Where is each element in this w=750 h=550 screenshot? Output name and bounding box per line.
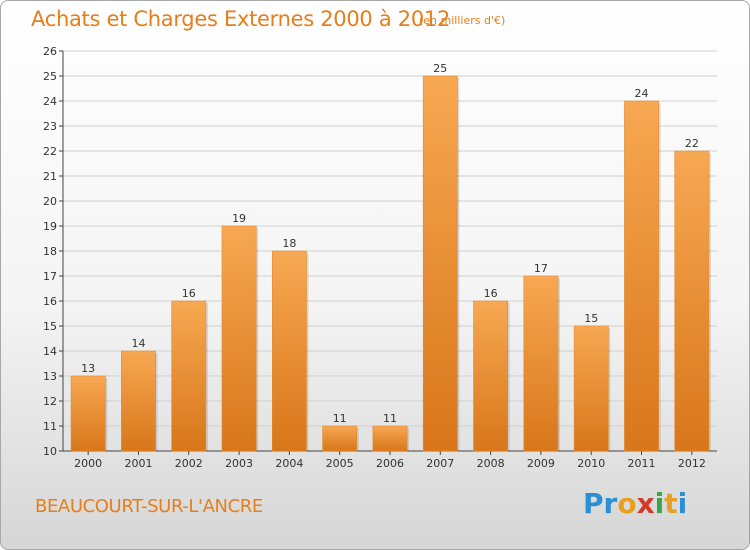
bar-2005	[322, 425, 358, 452]
commune-name: BEAUCOURT-SUR-L'ANCRE	[35, 496, 263, 517]
data-label: 11	[383, 412, 397, 425]
data-label: 14	[131, 337, 145, 350]
x-tick-label: 2004	[275, 457, 303, 470]
data-label: 11	[333, 412, 347, 425]
data-label: 25	[433, 62, 447, 75]
data-label: 16	[182, 287, 196, 300]
x-tick-label: 2002	[175, 457, 203, 470]
chart-subtitle: (en milliers d'€)	[419, 14, 506, 27]
y-tick-label: 10	[43, 445, 57, 458]
bar-2004	[271, 250, 307, 452]
bar-2001	[121, 350, 156, 452]
x-tick-label: 2008	[477, 457, 505, 470]
bar-2007	[422, 75, 458, 452]
x-tick-label: 2007	[426, 457, 454, 470]
x-tick-label: 2001	[124, 457, 152, 470]
x-tick-label: 2000	[74, 457, 102, 470]
label-layer: 2000 13 2001 14 2002 16 2003 19 2004 18 2005 11 2006…	[74, 62, 706, 470]
y-tick-label: 11	[43, 420, 57, 433]
y-tick-label: 20	[43, 195, 57, 208]
x-tick-label: 2012	[678, 457, 706, 470]
bar-2009	[523, 275, 559, 452]
y-tick-label: 26	[43, 45, 57, 58]
bar-2002	[171, 300, 207, 452]
x-tick-label: 2011	[628, 457, 656, 470]
data-label: 22	[685, 137, 699, 150]
x-tick-label: 2006	[376, 457, 404, 470]
y-tick-label: 21	[43, 170, 57, 183]
y-tick-label: 16	[43, 295, 57, 308]
chart-title: Achats et Charges Externes 2000 à 2012	[31, 7, 451, 31]
bar-2010	[573, 325, 609, 452]
x-tick-label: 2009	[527, 457, 555, 470]
data-label: 19	[232, 212, 246, 225]
y-tick-label: 23	[43, 120, 57, 133]
bar-2003	[221, 225, 257, 452]
proxiti-logo: Proxiti	[583, 487, 688, 520]
y-tick-label: 17	[43, 270, 57, 283]
data-label: 15	[584, 312, 598, 325]
y-tick-label: 14	[43, 345, 57, 358]
bar-2011	[624, 100, 659, 452]
data-label: 24	[635, 87, 649, 100]
data-label: 13	[81, 362, 95, 375]
y-tick-label: 22	[43, 145, 57, 158]
y-tick-label: 19	[43, 220, 57, 233]
bar-2012	[674, 150, 710, 452]
y-tick-label: 25	[43, 70, 57, 83]
x-tick-label: 2003	[225, 457, 253, 470]
x-tick-label: 2005	[326, 457, 354, 470]
x-tick-label: 2010	[577, 457, 605, 470]
data-label: 18	[282, 237, 296, 250]
bar-2000	[70, 375, 106, 452]
data-label: 17	[534, 262, 548, 275]
grid-layer	[63, 50, 717, 452]
y-tick-label: 24	[43, 95, 57, 108]
data-label: 16	[484, 287, 498, 300]
y-tick-label: 15	[43, 320, 57, 333]
bar-2008	[473, 300, 509, 452]
y-tick-label: 18	[43, 245, 57, 258]
bar-layer	[70, 75, 711, 452]
bar-2006	[372, 425, 408, 452]
y-tick-label: 13	[43, 370, 57, 383]
y-tick-label: 12	[43, 395, 57, 408]
